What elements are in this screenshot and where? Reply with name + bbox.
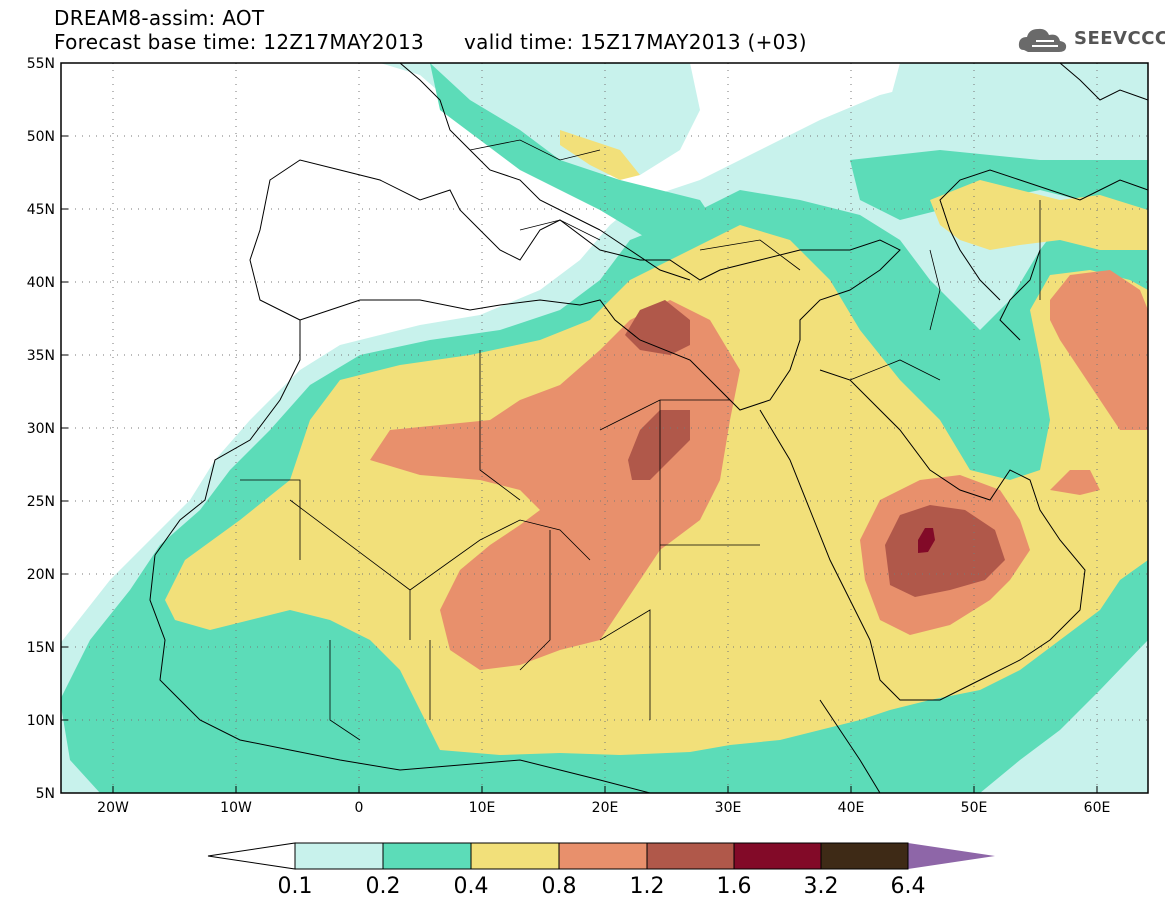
colorbar-swatch <box>734 843 821 869</box>
base-time-text: Forecast base time: 12Z17MAY2013 <box>54 30 424 54</box>
lon-tick-label: 20E <box>592 800 619 816</box>
colorbar-label: 0.2 <box>366 874 401 899</box>
lat-tick-label: 10N <box>27 713 55 729</box>
tick-marks <box>61 135 1098 793</box>
lat-tick-label: 45N <box>27 202 55 218</box>
colorbar-label: 6.4 <box>891 874 926 899</box>
lat-tick-label: 40N <box>27 275 55 291</box>
colorbar-label: 3.2 <box>804 874 839 899</box>
colorbar-swatch <box>647 843 734 869</box>
map-subtitle: Forecast base time: 12Z17MAY2013 valid ti… <box>54 30 807 54</box>
lat-tick-label: 5N <box>36 786 55 802</box>
valid-time-text: valid time: 15Z17MAY2013 (+03) <box>464 30 807 54</box>
lat-tick-label: 55N <box>27 56 55 72</box>
lat-tick-label: 35N <box>27 348 55 364</box>
map-title: DREAM8-assim: AOT <box>54 6 265 30</box>
gridlines <box>61 63 1148 793</box>
seevccc-logo: SEEVCCC <box>1018 24 1165 56</box>
coastlines <box>149 63 1148 793</box>
lon-tick-label: 20W <box>97 800 129 816</box>
colorbar-swatch <box>383 843 471 869</box>
lat-tick-label: 25N <box>27 494 55 510</box>
colorbar: 0.1 0.2 0.4 0.8 1.2 1.6 3.2 6.4 <box>207 842 995 899</box>
lon-tick-label: 30E <box>715 800 742 816</box>
lon-tick-label: 60E <box>1084 800 1111 816</box>
lat-tick-label: 20N <box>27 567 55 583</box>
colorbar-swatch <box>559 843 647 869</box>
logo-text: SEEVCCC <box>1074 28 1165 49</box>
colorbar-swatch <box>295 843 383 869</box>
cloud-logo-icon <box>1018 28 1067 52</box>
aot-level-1.6 <box>918 528 935 553</box>
lat-tick-label: 50N <box>27 129 55 145</box>
lon-tick-label: 50E <box>961 800 988 816</box>
lon-tick-labels: 20W 10W 0 10E 20E 30E 40E 50E 60E <box>97 800 1110 816</box>
lon-tick-label: 0 <box>355 800 364 816</box>
lat-tick-label: 15N <box>27 640 55 656</box>
lat-tick-label: 30N <box>27 421 55 437</box>
colorbar-label: 0.4 <box>454 874 489 899</box>
colorbar-label: 1.2 <box>630 874 665 899</box>
colorbar-swatch <box>821 843 908 869</box>
lon-tick-label: 10W <box>220 800 252 816</box>
lon-tick-label: 10E <box>469 800 496 816</box>
colorbar-extend-high <box>908 843 995 869</box>
colorbar-swatch <box>471 843 559 869</box>
lat-tick-labels: 55N 50N 45N 40N 35N 30N 25N 20N 15N 10N … <box>27 56 55 802</box>
lon-tick-label: 40E <box>838 800 865 816</box>
colorbar-extend-low <box>207 842 296 870</box>
colorbar-label: 1.6 <box>717 874 752 899</box>
country-borders <box>240 139 1041 741</box>
colorbar-label: 0.1 <box>278 874 313 899</box>
colorbar-label: 0.8 <box>542 874 577 899</box>
